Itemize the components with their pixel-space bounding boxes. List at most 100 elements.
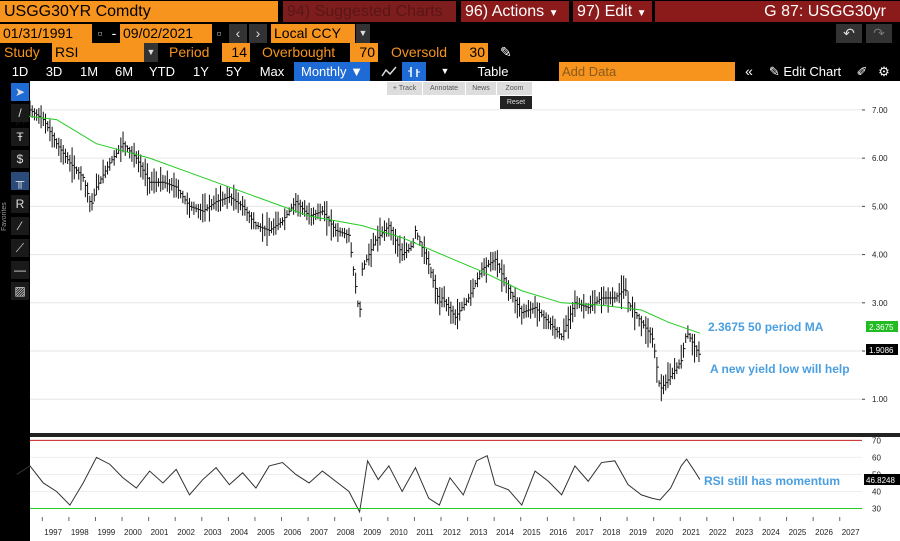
edit-label: 97) Edit — [577, 3, 633, 20]
currency-select[interactable]: Local CCY — [271, 24, 355, 43]
calendar-icon[interactable]: ▫ — [97, 25, 103, 41]
pencil-icon[interactable]: ✎ — [500, 44, 512, 60]
annotate-icon[interactable]: ✐ — [856, 64, 868, 79]
range-5y-button[interactable]: 5Y — [226, 64, 242, 79]
bar-chart-icon[interactable] — [402, 62, 426, 81]
year-tick-label: 2024 — [762, 528, 780, 537]
overbought-input[interactable]: 70 — [350, 43, 378, 62]
chart-code: G 87: USGG30yr — [655, 1, 900, 22]
trend-tool-icon[interactable]: ⟋ — [11, 239, 29, 257]
start-date-field[interactable]: 01/31/1991 — [0, 24, 92, 43]
end-date-field[interactable]: 09/02/2021 — [120, 24, 212, 43]
annotate-button[interactable]: Annotate — [423, 82, 465, 95]
horizontal-line-icon[interactable]: — — [11, 261, 29, 279]
year-tick-label: 2026 — [815, 528, 833, 537]
year-tick-label: 2020 — [656, 528, 674, 537]
price-panel — [30, 81, 862, 433]
oversold-input[interactable]: 30 — [460, 43, 488, 62]
chevron-left-icon[interactable]: ‹ — [229, 24, 247, 43]
price-tool-icon[interactable]: $ — [11, 150, 29, 168]
track-button[interactable]: + Track — [387, 82, 422, 95]
rsi-tick-label: 40 — [872, 487, 881, 496]
reset-button[interactable]: Reset — [500, 96, 532, 109]
add-data-input[interactable]: Add Data — [559, 62, 735, 81]
zoom-button[interactable]: Zoom — [497, 82, 532, 95]
study-select[interactable]: RSI — [52, 43, 144, 62]
range-1d-button[interactable]: 1D — [11, 64, 29, 79]
table-button[interactable]: Table — [477, 64, 509, 79]
year-tick-label: 1999 — [97, 528, 115, 537]
brush-tool-icon[interactable]: ⁄ — [11, 217, 29, 235]
collapse-icon[interactable]: « — [745, 63, 753, 79]
year-tick-label: 2025 — [789, 528, 807, 537]
fib-tool-icon[interactable]: Ŧ — [11, 128, 29, 146]
year-tick-label: 2004 — [230, 528, 248, 537]
year-tick-label: 2016 — [549, 528, 567, 537]
line-tool-icon[interactable]: / — [11, 104, 29, 122]
year-tick-label: 1997 — [44, 528, 62, 537]
range-3d-button[interactable]: 3D — [45, 64, 63, 79]
rsi-tick-label: 70 — [872, 436, 881, 445]
gear-icon[interactable]: ⚙ — [878, 64, 890, 79]
year-tick-label: 2022 — [709, 528, 727, 537]
calendar-icon[interactable]: ▫ — [216, 25, 222, 41]
ticker-field[interactable]: USGG30YR Comdty — [0, 1, 278, 22]
channel-tool-icon[interactable]: ╥ — [11, 172, 29, 190]
year-tick-label: 2015 — [523, 528, 541, 537]
pencil-icon: ✎ — [768, 64, 780, 79]
rsi-value-tag — [864, 474, 900, 485]
cursor-icon[interactable]: ➤ — [11, 83, 29, 101]
chevron-down-icon[interactable]: ▼ — [440, 66, 450, 76]
range-1y-button[interactable]: 1Y — [193, 64, 209, 79]
year-tick-label: 2008 — [337, 528, 355, 537]
year-tick-label: 2002 — [177, 528, 195, 537]
edit-button[interactable]: 97) Edit ▼ — [573, 1, 652, 22]
ma-price-tag — [866, 321, 898, 332]
year-tick-label: 2019 — [629, 528, 647, 537]
actions-button[interactable]: 96) Actions ▼ — [461, 1, 569, 22]
year-tick-label: 2018 — [603, 528, 621, 537]
chevron-right-icon[interactable]: › — [249, 24, 267, 43]
chart-area[interactable]: 7.006.005.004.003.002.001.00 7060504030 … — [0, 81, 900, 541]
suggested-charts-button[interactable]: 94) Suggested Charts — [283, 1, 456, 22]
year-tick-label: 2011 — [416, 528, 434, 537]
undo-icon[interactable]: ↶ — [836, 24, 862, 43]
favorites-label: Favorites — [1, 202, 8, 231]
yield-low-annotation[interactable]: A new yield low will help — [710, 362, 850, 376]
chevron-down-icon: ▼ — [636, 8, 647, 19]
line-chart-icon[interactable] — [377, 62, 401, 81]
panel-divider[interactable] — [30, 433, 900, 437]
year-tick-label: 2027 — [842, 528, 860, 537]
chevron-down-icon[interactable]: ▼ — [356, 24, 370, 43]
ma-price-tag-label: 2.3675 — [869, 323, 894, 332]
study-label: Study — [4, 44, 40, 60]
period-input[interactable]: 14 — [222, 43, 250, 62]
frequency-select[interactable]: Monthly ▼ — [294, 62, 370, 81]
year-tick-label: 2010 — [390, 528, 408, 537]
text-tool-icon[interactable]: R — [11, 195, 29, 213]
period-label: Period — [169, 44, 210, 60]
ma-annotation[interactable]: 2.3675 50 period MA — [708, 320, 824, 334]
price-tick-label: 4.00 — [872, 251, 888, 260]
range-max-button[interactable]: Max — [259, 64, 285, 79]
rsi-annotation[interactable]: RSI still has momentum — [704, 474, 840, 488]
year-tick-label: 2014 — [496, 528, 514, 537]
range-ytd-button[interactable]: YTD — [149, 64, 175, 79]
news-button[interactable]: News — [466, 82, 496, 95]
edit-chart-label: Edit Chart — [783, 64, 842, 79]
last-price-tag — [866, 344, 898, 355]
year-tick-label: 2001 — [151, 528, 169, 537]
overbought-label: Overbought — [262, 44, 336, 60]
range-1m-button[interactable]: 1M — [79, 64, 99, 79]
chevron-down-icon: ▼ — [548, 8, 559, 19]
chevron-down-icon[interactable]: ▼ — [144, 43, 158, 62]
year-tick-label: 2012 — [443, 528, 461, 537]
title-bar: USGG30YR Comdty 94) Suggested Charts 96)… — [0, 0, 900, 23]
edit-chart-button[interactable]: ✎ Edit Chart — [762, 62, 848, 81]
hatch-tool-icon[interactable]: ▨ — [11, 282, 29, 300]
redo-icon[interactable]: ↷ — [866, 24, 892, 43]
year-tick-label: 1998 — [71, 528, 89, 537]
year-tick-label: 2007 — [310, 528, 328, 537]
year-tick-label: 2009 — [363, 528, 381, 537]
range-6m-button[interactable]: 6M — [114, 64, 134, 79]
